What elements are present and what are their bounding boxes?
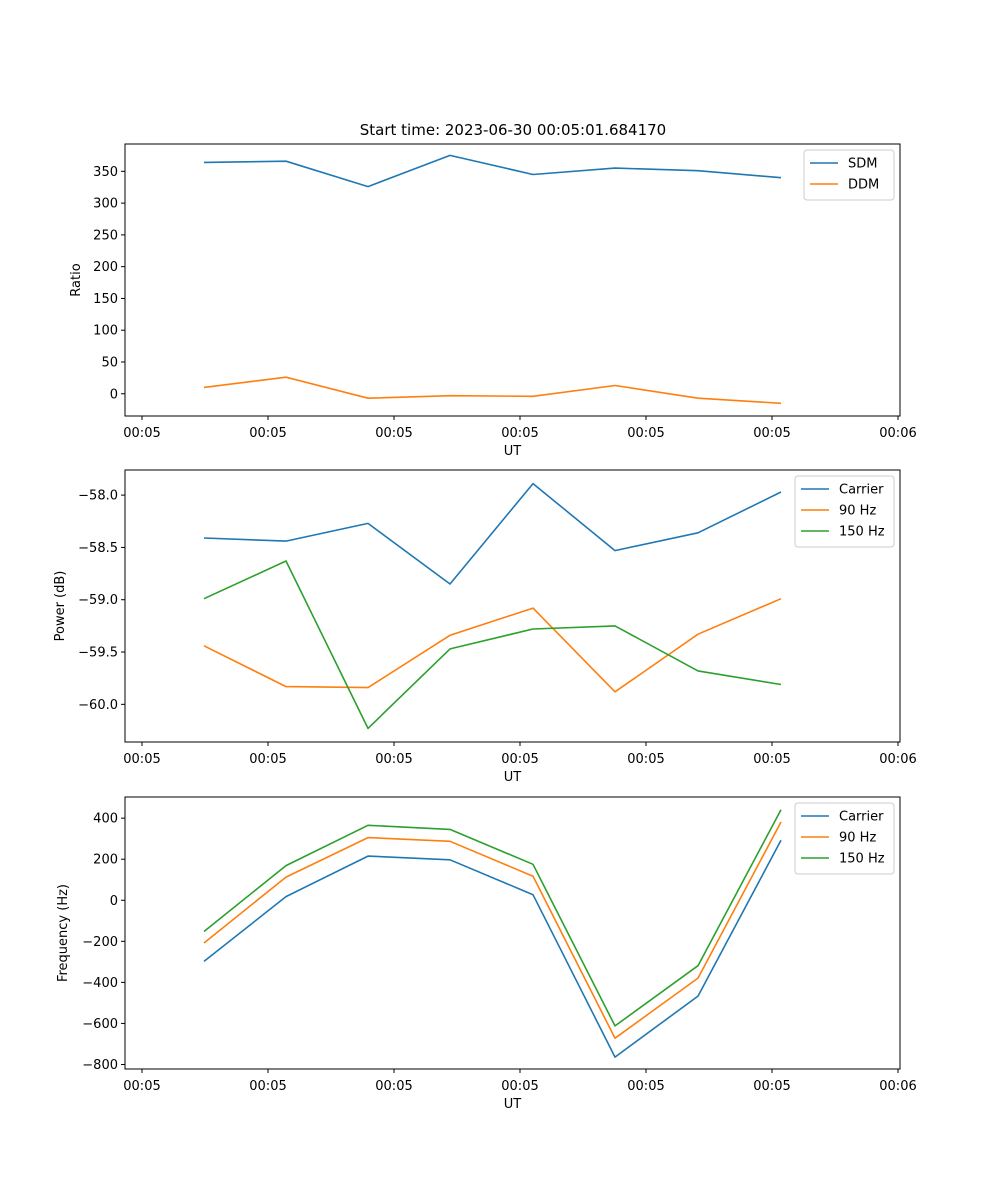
series-line-carrier — [203, 839, 782, 1058]
x-axis-label: UT — [504, 444, 522, 459]
y-tick-label: 150 — [93, 292, 118, 307]
series-line-sdm — [203, 154, 782, 188]
x-tick-label: 00:05 — [627, 426, 664, 441]
legend-label: DDM — [848, 178, 879, 193]
x-tick-label: 00:05 — [123, 426, 160, 441]
y-tick-label: −60.0 — [78, 698, 118, 713]
y-tick-label: 350 — [93, 165, 118, 180]
y-tick-label: 0 — [110, 894, 118, 909]
x-tick-label: 00:06 — [879, 426, 916, 441]
legend: SDM DDM — [803, 149, 895, 201]
legend: Carrier 90 Hz 150 Hz — [794, 475, 895, 548]
x-tick-label: 00:05 — [249, 1079, 286, 1094]
x-tick-label: 00:05 — [375, 1079, 412, 1094]
y-tick-label: −800 — [82, 1058, 118, 1073]
frequency-panel: −800 −600 −400 −200 0 200 400 00:05 00:05 00:05 00… — [56, 796, 917, 1112]
y-tick-label: −400 — [82, 976, 118, 991]
series-line-150-hz — [203, 809, 782, 1027]
legend-box — [794, 802, 895, 875]
x-tick-label: 00:05 — [753, 1079, 790, 1094]
y-tick-label: −58.0 — [78, 489, 118, 504]
power-panel: −60.0 −59.5 −59.0 −58.5 −58.0 00:05 00:05 00:05… — [53, 469, 917, 785]
x-tick-label: 00:05 — [501, 426, 538, 441]
legend-label: 150 Hz — [839, 852, 885, 867]
x-tick-label: 00:05 — [123, 752, 160, 767]
y-tick-label: 200 — [93, 260, 118, 275]
y-tick-label: 0 — [110, 387, 118, 402]
x-tick-label: 00:05 — [627, 1079, 664, 1094]
plot-frame — [124, 469, 901, 743]
y-axis-label: Power (dB) — [53, 571, 68, 642]
y-tick-label: −59.5 — [78, 646, 118, 661]
legend-label: 90 Hz — [839, 504, 876, 519]
legend-label: SDM — [848, 157, 877, 172]
y-tick-label: 400 — [93, 812, 118, 827]
x-tick-label: 00:05 — [249, 426, 286, 441]
series-line-carrier — [203, 482, 782, 585]
y-tick-label: −600 — [82, 1017, 118, 1032]
y-axis-label: Frequency (Hz) — [56, 884, 71, 982]
chart-title: Start time: 2023-06-30 00:05:01.684170 — [360, 121, 666, 139]
x-tick-label: 00:06 — [879, 1079, 916, 1094]
x-tick-label: 00:05 — [501, 752, 538, 767]
y-tick-label: −58.5 — [78, 541, 118, 556]
y-tick-label: 250 — [93, 228, 118, 243]
legend-label: Carrier — [839, 810, 884, 825]
series-line-150-hz — [203, 560, 782, 730]
x-tick-label: 00:05 — [627, 752, 664, 767]
legend-label: 90 Hz — [839, 831, 876, 846]
plot-frame — [124, 143, 901, 417]
legend-label: Carrier — [839, 483, 884, 498]
x-tick-label: 00:05 — [123, 1079, 160, 1094]
x-tick-label: 00:05 — [501, 1079, 538, 1094]
x-tick-label: 00:05 — [249, 752, 286, 767]
legend: Carrier 90 Hz 150 Hz — [794, 802, 895, 875]
x-tick-label: 00:06 — [879, 752, 916, 767]
y-tick-label: 100 — [93, 324, 118, 339]
x-axis-label: UT — [504, 770, 522, 785]
y-tick-label: −200 — [82, 935, 118, 950]
x-tick-label: 00:05 — [753, 752, 790, 767]
legend-box — [794, 475, 895, 548]
x-tick-label: 00:05 — [375, 426, 412, 441]
y-tick-label: 200 — [93, 853, 118, 868]
ratio-panel: 0 50 100 150 200 250 300 350 00:05 00:05 00:05 00:0… — [69, 143, 917, 459]
series-line-90-hz — [203, 597, 782, 693]
x-axis-label: UT — [504, 1097, 522, 1112]
y-tick-label: 300 — [93, 197, 118, 212]
series-line-90-hz — [203, 821, 782, 1039]
y-axis-label: Ratio — [69, 263, 84, 296]
plot-frame — [124, 796, 901, 1070]
series-line-ddm — [203, 376, 782, 405]
y-tick-label: −59.0 — [78, 593, 118, 608]
x-tick-label: 00:05 — [375, 752, 412, 767]
legend-label: 150 Hz — [839, 525, 885, 540]
x-tick-label: 00:05 — [753, 426, 790, 441]
y-tick-label: 50 — [101, 355, 118, 370]
